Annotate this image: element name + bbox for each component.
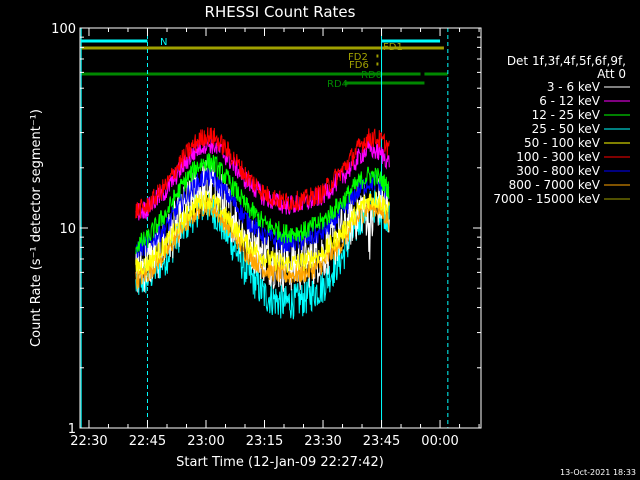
legend-entry-label: 3 - 6 keV (547, 80, 601, 94)
flag-label-rd0: RD0 (361, 70, 382, 81)
legend-entry-label: 100 - 300 keV (516, 150, 600, 164)
flag-label-n: N (160, 37, 167, 48)
legend-header-line: Det 1f,3f,4f,5f,6f,9f, (507, 54, 626, 68)
x-tick-label: 23:30 (304, 434, 341, 449)
series-line-12-25kev (135, 152, 390, 255)
series-line-50-100kev (135, 190, 390, 275)
y-tick-label: 100 (51, 22, 76, 37)
series-line-300-800kev (135, 167, 390, 259)
legend-entry-label: 6 - 12 keV (539, 94, 601, 108)
y-tick-label: 1 (68, 422, 76, 437)
y-axis-label: Count Rate (s⁻¹ detector segment⁻¹) (29, 109, 44, 347)
flag-label-rd4: RD4 (327, 79, 348, 90)
x-tick-label: 23:45 (363, 434, 400, 449)
flag-label-fd6: FD6 (349, 60, 369, 71)
footer-date: 13-Oct-2021 18:33 (560, 468, 636, 477)
series-layer (135, 127, 390, 320)
series-line-100-300kev (135, 127, 390, 219)
y-tick-label: 10 (59, 222, 76, 237)
vlines-layer (80, 28, 449, 428)
legend-entry-label: 800 - 7000 keV (509, 178, 601, 192)
x-axis-label: Start Time (12-Jan-09 22:27:42) (176, 455, 384, 470)
legend-entry-label: 7000 - 15000 keV (493, 192, 600, 206)
chart-title: RHESSI Count Rates (205, 3, 356, 21)
flag-label-fd1: FD1 (383, 42, 403, 53)
legend-entry-label: 12 - 25 keV (532, 108, 601, 122)
flag-label-fd2: FD2 (348, 52, 368, 63)
x-tick-label: 23:00 (187, 434, 224, 449)
legend-entry-label: 50 - 100 keV (524, 136, 601, 150)
legend-entry-label: 25 - 50 keV (532, 122, 601, 136)
axes-layer: 22:30 22:45 23:00 23:15 23:30 23:45 00:00 1 10 10… (51, 22, 481, 449)
x-tick-label: 22:30 (70, 434, 107, 449)
x-tick-label: 23:15 (246, 434, 283, 449)
legend-header-line: Att 0 (597, 67, 626, 81)
legend-entry-label: 300 - 800 keV (516, 164, 600, 178)
x-tick-label: 00:00 (421, 434, 458, 449)
x-tick-label: 22:45 (129, 434, 166, 449)
